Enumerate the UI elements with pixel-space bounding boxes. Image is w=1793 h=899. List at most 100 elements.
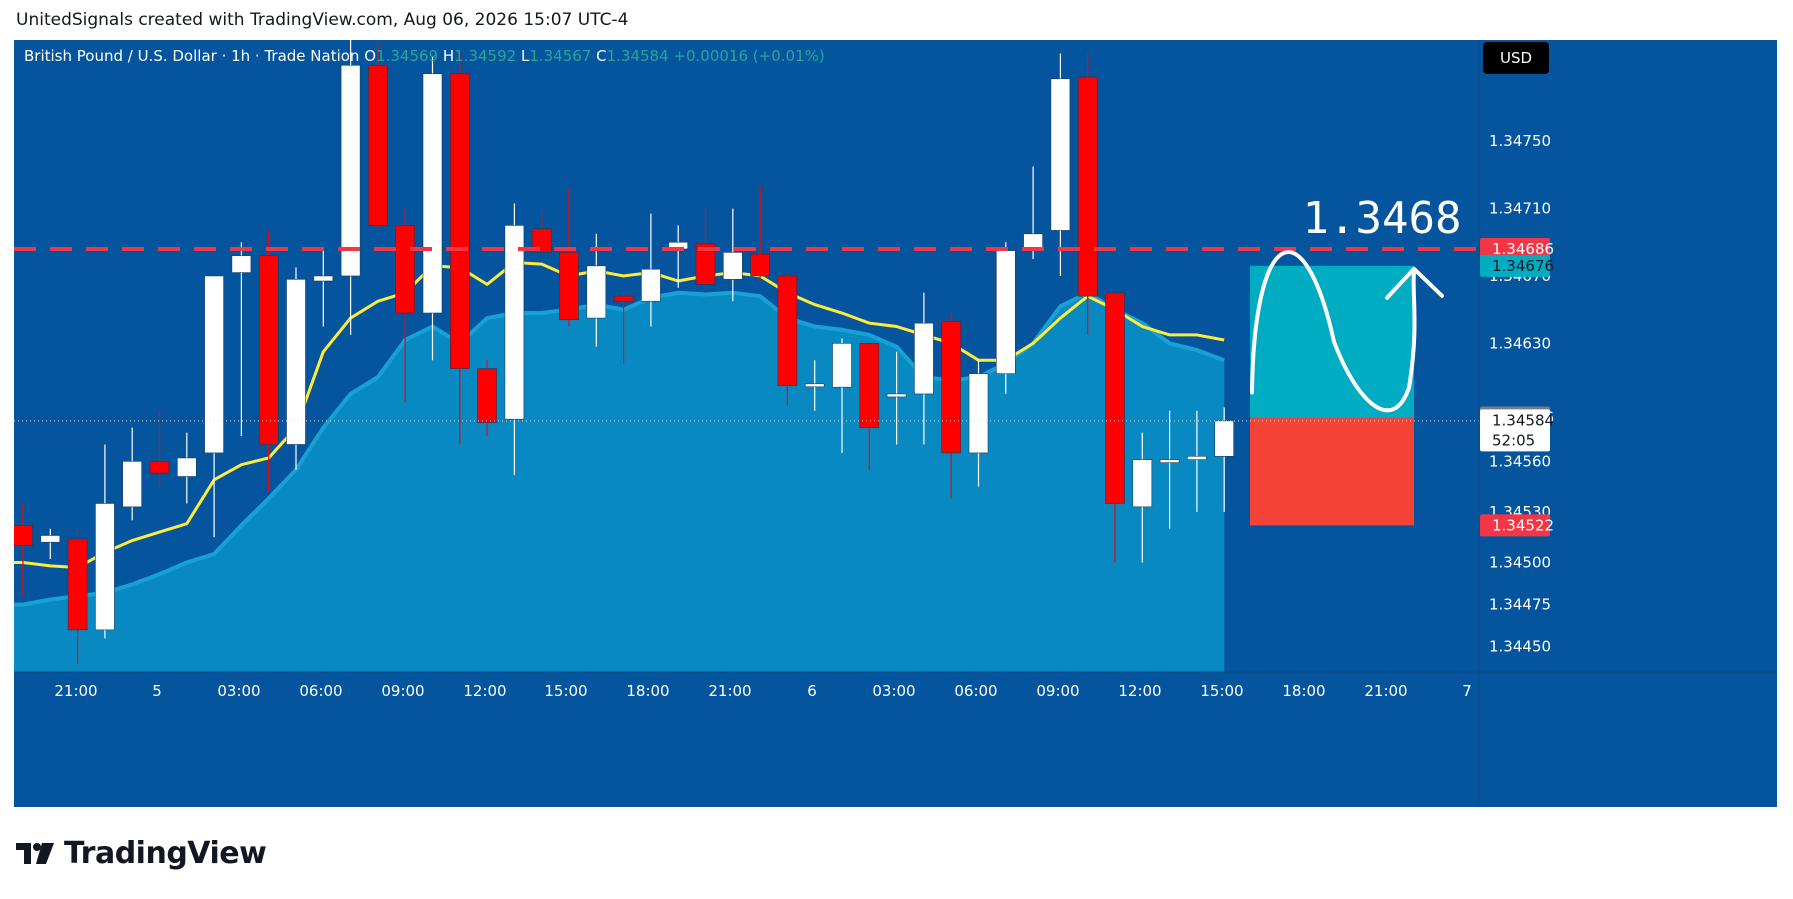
x-axis-tick-label: 21:00	[1364, 682, 1407, 700]
symbol-name: British Pound / U.S. Dollar · 1h · Trade…	[24, 47, 359, 65]
candle-body	[777, 275, 798, 386]
candle	[613, 292, 634, 364]
take-profit-badge-bg	[1480, 254, 1550, 277]
open-label: O	[364, 47, 376, 65]
x-axis-tick-label: 7	[1462, 682, 1472, 700]
candle-body	[149, 461, 170, 474]
y-axis-tick-label: 1.34710	[1489, 200, 1551, 218]
candle	[340, 40, 361, 335]
candle-body	[1077, 76, 1098, 297]
candle	[1159, 410, 1180, 529]
current-price-badge-countdown: 52:05	[1492, 431, 1535, 449]
candle-body	[231, 255, 252, 273]
take-profit-badge: 1.34676	[1480, 254, 1554, 277]
candle	[122, 427, 142, 521]
stop-loss-badge-value: 1.34522	[1492, 516, 1554, 534]
close-value: 1.34584	[607, 47, 669, 65]
candle	[804, 360, 825, 411]
candle-body	[995, 250, 1016, 374]
candle	[14, 503, 33, 597]
candle	[504, 203, 525, 475]
candle	[1050, 53, 1071, 276]
candle	[722, 208, 743, 302]
candle	[258, 230, 279, 492]
currency-button-bg[interactable]	[1483, 42, 1549, 74]
current-price-badge-value: 1.34584	[1492, 411, 1554, 429]
ema-layer	[14, 260, 1225, 570]
candle-body	[804, 383, 825, 388]
candle	[750, 186, 770, 280]
candle-body	[641, 268, 661, 302]
take-profit-badge-value: 1.34676	[1492, 257, 1554, 275]
candle-body	[559, 252, 579, 321]
candle	[149, 410, 170, 487]
x-axis-tick-label: 15:00	[544, 682, 587, 700]
candle-body	[1105, 292, 1125, 504]
candle-body	[968, 373, 989, 454]
legend-layer: British Pound / U.S. Dollar · 1h · Trade…	[24, 47, 825, 65]
candle	[559, 188, 579, 327]
tradingview-logo[interactable]: TradingView	[16, 836, 267, 871]
candle-body	[204, 275, 224, 454]
stop-loss-badge: 1.34522	[1480, 514, 1554, 537]
x-axis-tick-label: 12:00	[1118, 682, 1161, 700]
candle	[886, 351, 907, 445]
stop-loss-badge-bg	[1480, 514, 1550, 537]
candle	[1077, 53, 1098, 335]
y-axis-tick-label: 1.34560	[1489, 452, 1551, 470]
target-price-annotation: 1.3468	[1303, 193, 1462, 244]
candle	[995, 242, 1016, 394]
current-price-badge: 1.34584 52:05	[1480, 409, 1554, 452]
x-axis-tick-label: 12:00	[463, 682, 506, 700]
candle	[832, 338, 852, 453]
candle-body	[531, 228, 552, 253]
currency-button[interactable]: USD	[1483, 42, 1549, 74]
candle	[914, 292, 934, 445]
candle	[859, 343, 880, 470]
target-price-badge-value: 1.34686	[1492, 240, 1554, 258]
candle	[531, 211, 552, 253]
chart-area[interactable]: 1.3468 1.347501.347101.346701.346301.345…	[14, 40, 1777, 807]
candle-body	[258, 255, 279, 445]
candles-layer	[14, 40, 1234, 664]
candle	[1105, 292, 1125, 563]
candle	[1214, 407, 1234, 512]
position-zones	[1250, 265, 1414, 526]
candle-body	[449, 73, 470, 369]
candle	[395, 208, 416, 403]
candle-body	[750, 253, 770, 277]
candle-body	[313, 275, 334, 282]
candle	[641, 213, 661, 327]
indicator-area-fill	[14, 292, 1225, 672]
candle-body	[14, 525, 33, 546]
y-axis-tick-label: 1.34750	[1489, 132, 1551, 150]
price-lines	[14, 246, 1479, 422]
candle	[368, 43, 388, 229]
candle-body	[177, 457, 197, 477]
candle	[1023, 166, 1043, 260]
low-value: 1.34567	[529, 47, 591, 65]
x-axis-tick-label: 18:00	[626, 682, 669, 700]
x-axis-tick-label: 03:00	[217, 682, 260, 700]
candle-body	[695, 243, 716, 285]
target-price-badge-bg	[1480, 237, 1550, 260]
candle-body	[67, 538, 88, 631]
y-axis-tick-label: 1.34630	[1489, 334, 1551, 352]
chart-attribution-header: UnitedSignals created with TradingView.c…	[16, 10, 629, 30]
candle-body	[395, 225, 416, 314]
x-axis-tick-label: 6	[807, 682, 817, 700]
candle	[95, 444, 115, 639]
candle-body	[886, 393, 907, 398]
candle	[422, 56, 443, 361]
candle-body	[477, 368, 497, 423]
open-value: 1.34569	[376, 47, 438, 65]
candle-body	[1214, 420, 1234, 457]
candle-body	[586, 265, 607, 319]
candle-body	[941, 321, 962, 454]
x-axis-tick-label: 06:00	[954, 682, 997, 700]
candle	[204, 275, 224, 538]
candle-body	[722, 252, 743, 280]
forecast-wave-path	[1250, 250, 1417, 413]
candle-body	[40, 535, 61, 543]
price-chart[interactable]: 1.3468 1.347501.347101.346701.346301.345…	[14, 40, 1777, 807]
